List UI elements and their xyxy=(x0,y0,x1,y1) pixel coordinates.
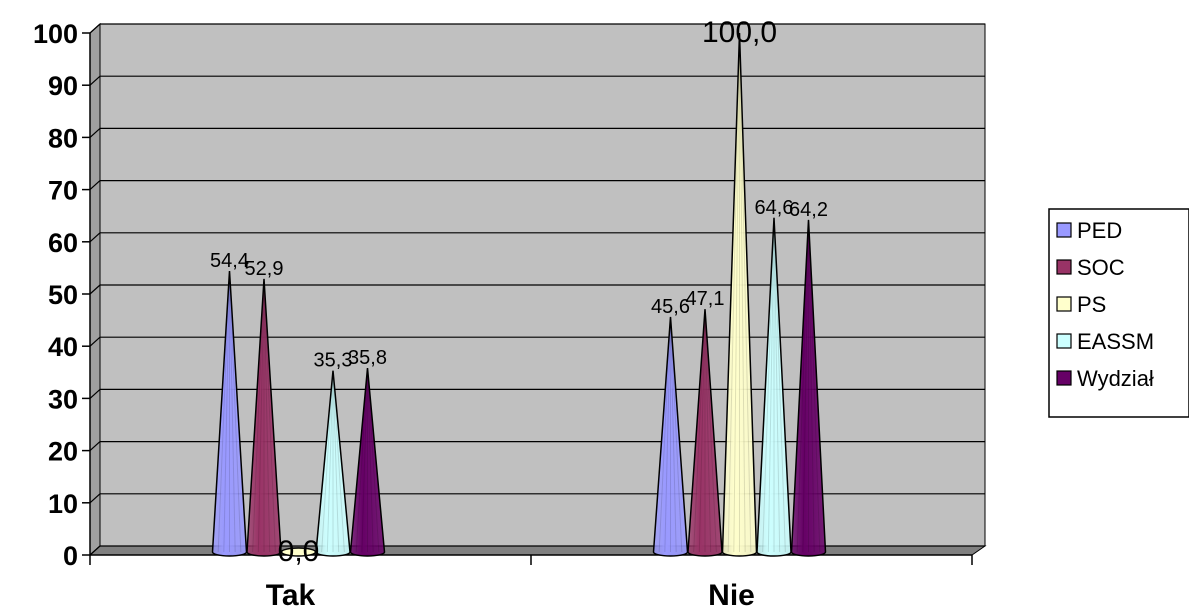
cone-shade xyxy=(733,32,740,553)
y-tick-label: 60 xyxy=(48,228,78,258)
legend-box xyxy=(1048,208,1189,418)
cone-shade xyxy=(693,309,706,553)
data-label: 0,0 xyxy=(278,535,320,568)
cone-shade xyxy=(727,32,740,553)
data-label: 52,9 xyxy=(245,258,284,280)
x-tick-labels: Tak Nie xyxy=(266,579,755,612)
y-tick-label: 100 xyxy=(33,19,78,49)
data-label: 64,6 xyxy=(755,197,794,219)
y-tick-labels: 0 10 20 30 40 50 60 70 80 90 100 xyxy=(33,19,78,571)
gridline-diagonal xyxy=(89,23,101,34)
gridline-diagonal xyxy=(89,388,101,399)
cone-wydział-nie xyxy=(790,219,827,557)
legend-label: EASSM xyxy=(1077,329,1154,354)
cone-shade xyxy=(698,309,706,553)
cone-shade xyxy=(670,316,677,553)
cone-shade xyxy=(796,219,809,553)
legend-swatch xyxy=(1056,296,1072,312)
gridline-diagonal xyxy=(89,336,101,347)
data-label: 54,4 xyxy=(210,250,249,272)
cone-bars xyxy=(211,32,827,557)
cone-shade xyxy=(367,368,380,553)
cone-shade xyxy=(808,219,815,553)
y-tick-label: 80 xyxy=(48,123,78,153)
gridline-diagonal xyxy=(89,127,101,138)
cone-ps-nie xyxy=(721,32,758,557)
cone-shade xyxy=(355,368,368,553)
y-tick-label: 50 xyxy=(48,280,78,310)
data-label: 35,3 xyxy=(314,350,353,372)
legend-label: PED xyxy=(1077,218,1122,243)
cone-shade xyxy=(332,370,345,553)
y-tick-label: 20 xyxy=(48,437,78,467)
y-tick-label: 10 xyxy=(48,489,78,519)
data-label: 45,6 xyxy=(651,296,690,318)
gridline-diagonal xyxy=(89,75,101,86)
gridline-diagonal xyxy=(89,441,101,452)
legend-label: Wydział xyxy=(1077,366,1154,391)
data-label: 35,8 xyxy=(348,347,387,369)
gridline-diagonal xyxy=(89,180,101,191)
cone-eassm-tak xyxy=(315,370,351,557)
cone-shade xyxy=(773,217,786,553)
cone-shade xyxy=(332,370,340,553)
cone-shade xyxy=(704,309,712,553)
legend-swatch xyxy=(1056,259,1072,275)
gridline-diagonal xyxy=(89,545,101,556)
gridline-diagonal xyxy=(89,493,101,504)
cone-shade xyxy=(773,217,781,553)
legend-label: PS xyxy=(1077,292,1106,317)
x-tick-label: Tak xyxy=(266,579,316,612)
x-tick-label: Nie xyxy=(708,579,755,612)
y-tick-label: 40 xyxy=(48,332,78,362)
cone-shade xyxy=(664,316,671,553)
y-tick-label: 70 xyxy=(48,176,78,206)
cone-shade xyxy=(263,278,271,553)
legend-swatch xyxy=(1056,333,1072,349)
gridlines xyxy=(89,23,985,556)
data-labels: 54,452,9 0,0 35,335,8 45,647,1 100,0 64,664,2 xyxy=(210,16,828,568)
data-label: 47,1 xyxy=(686,288,725,310)
cone-shade xyxy=(361,368,368,553)
cone-shade xyxy=(762,217,775,553)
y-tick-label: 0 xyxy=(63,541,78,571)
cone-shade xyxy=(217,271,230,553)
cone-shade xyxy=(252,278,265,553)
legend: PED SOC PS EASSM Wydział xyxy=(1048,208,1189,418)
cone-ped-tak xyxy=(211,270,248,557)
cone-shade xyxy=(808,219,821,553)
cone-shade xyxy=(767,217,775,553)
cone-shade xyxy=(229,271,236,553)
cone-shade xyxy=(321,370,334,553)
cone-shade xyxy=(739,32,746,553)
cone-shade xyxy=(257,278,265,553)
cone-shade xyxy=(367,368,374,553)
y-tick-label: 90 xyxy=(48,71,78,101)
legend-swatch xyxy=(1056,370,1072,386)
cone-shade xyxy=(223,271,230,553)
cone-shade xyxy=(802,219,809,553)
cone-wydział-tak xyxy=(349,368,386,557)
cone-ped-nie xyxy=(652,316,689,557)
legend-label: SOC xyxy=(1077,255,1125,280)
cone-soc-nie xyxy=(687,309,723,557)
cone-eassm-nie xyxy=(756,217,792,557)
gridline-diagonal xyxy=(89,284,101,295)
cone-body xyxy=(790,219,827,557)
legend-swatch xyxy=(1056,222,1072,238)
cone-soc-tak xyxy=(246,278,282,557)
cone-shade xyxy=(326,370,334,553)
cone-body xyxy=(349,368,386,557)
cone-shade xyxy=(739,32,752,553)
cone-shade xyxy=(263,278,276,553)
cone-shade xyxy=(670,316,683,553)
y-tick-label: 30 xyxy=(48,384,78,414)
data-label: 100,0 xyxy=(702,16,777,49)
cone-shade xyxy=(704,309,717,553)
cone-shade xyxy=(658,316,671,553)
gridline-diagonal xyxy=(89,232,101,243)
cone-shade xyxy=(229,271,242,553)
data-label: 64,2 xyxy=(789,199,828,221)
